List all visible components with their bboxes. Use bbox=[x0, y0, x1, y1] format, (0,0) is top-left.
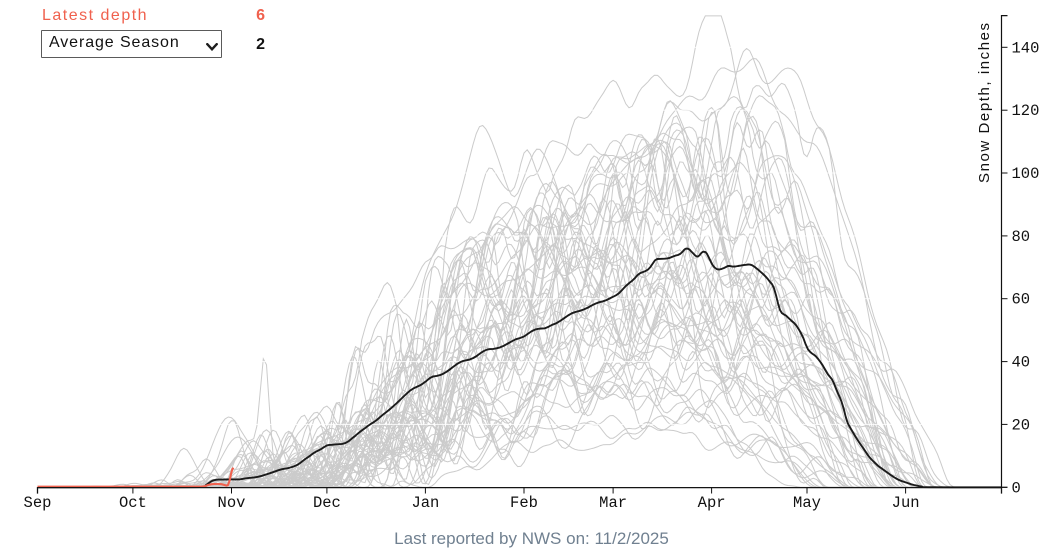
svg-text:Oct: Oct bbox=[119, 494, 147, 512]
svg-text:Mar: Mar bbox=[599, 494, 627, 512]
svg-text:Jun: Jun bbox=[892, 494, 920, 512]
svg-text:Nov: Nov bbox=[218, 494, 246, 512]
svg-text:Apr: Apr bbox=[698, 494, 726, 512]
svg-text:120: 120 bbox=[1012, 102, 1040, 120]
svg-text:Snow Depth, inches: Snow Depth, inches bbox=[976, 23, 993, 183]
svg-text:May: May bbox=[793, 494, 821, 512]
svg-text:Dec: Dec bbox=[313, 494, 341, 512]
svg-text:20: 20 bbox=[1012, 416, 1031, 434]
svg-text:0: 0 bbox=[1012, 479, 1021, 497]
svg-text:Feb: Feb bbox=[510, 494, 538, 512]
svg-text:Jan: Jan bbox=[411, 494, 439, 512]
svg-text:140: 140 bbox=[1012, 39, 1040, 57]
svg-text:80: 80 bbox=[1012, 228, 1031, 246]
svg-text:100: 100 bbox=[1012, 165, 1040, 183]
svg-text:60: 60 bbox=[1012, 291, 1031, 309]
svg-text:Sep: Sep bbox=[24, 494, 52, 512]
svg-text:40: 40 bbox=[1012, 354, 1031, 372]
